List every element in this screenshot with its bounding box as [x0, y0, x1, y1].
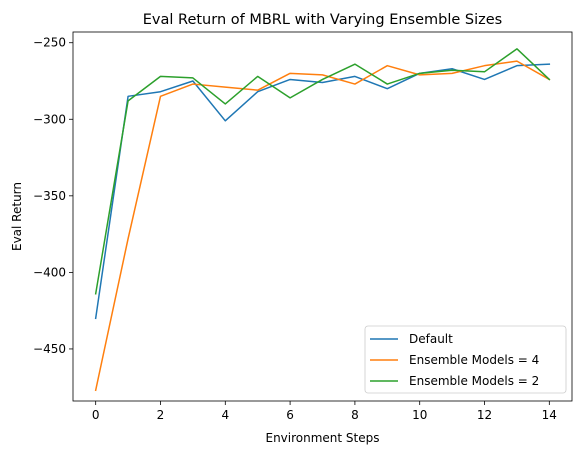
legend: Default Ensemble Models = 4 Ensemble Model…	[364, 325, 567, 394]
series-line-3	[94, 48, 551, 295]
x-tick-label: 10	[412, 408, 427, 422]
x-tick-label: 0	[92, 408, 100, 422]
y-axis-title: Eval Return	[10, 182, 24, 251]
x-tick-label: 8	[351, 408, 359, 422]
y-tick-label: −350	[33, 189, 66, 203]
y-tick-label: −300	[33, 112, 66, 126]
legend-label-3: Ensemble Models = 2	[409, 374, 539, 388]
series-line-2	[94, 60, 551, 392]
x-tick-label: 12	[477, 408, 492, 422]
chart-title: Eval Return of MBRL with Varying Ensembl…	[143, 12, 502, 28]
legend-label-2: Ensemble Models = 4	[409, 353, 539, 367]
x-tick-label: 4	[221, 408, 229, 422]
legend-box	[364, 325, 567, 394]
x-tick-label: 2	[157, 408, 165, 422]
y-tick-label: −450	[33, 342, 66, 356]
series-layer	[94, 48, 551, 392]
x-axis-title: Environment Steps	[265, 431, 379, 445]
plot-frame	[72, 31, 573, 402]
x-tick-label: 6	[286, 408, 294, 422]
series-line-1	[94, 63, 551, 320]
y-tick-label: −250	[33, 36, 66, 50]
x-tick-label: 14	[542, 408, 557, 422]
legend-label-1: Default	[409, 332, 453, 346]
axes-layer	[72, 31, 573, 402]
y-tick-label: −400	[33, 265, 66, 279]
ticks-layer: 0 2 4 6 8 10 12 14 −450 −400 −350 −300 −250	[33, 36, 557, 422]
